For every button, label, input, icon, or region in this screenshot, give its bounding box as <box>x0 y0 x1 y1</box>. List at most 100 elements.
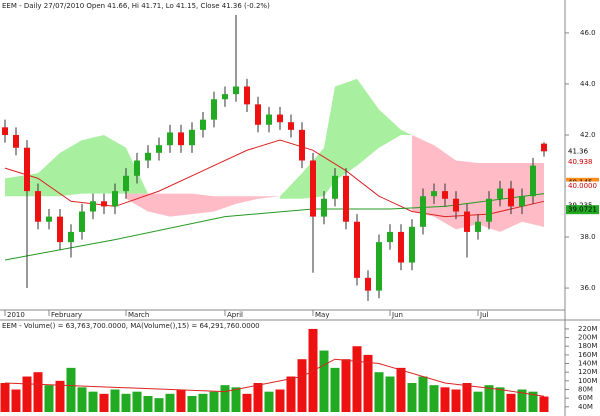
volume-bar <box>352 346 362 412</box>
candle-body <box>519 196 525 207</box>
vol-y-tick-label: 100M <box>578 377 597 385</box>
candle-body <box>211 99 217 120</box>
x-tick-label: April <box>227 311 243 319</box>
candle-body <box>68 231 74 243</box>
volume-bar <box>451 389 461 412</box>
candle-body <box>101 201 107 207</box>
vol-y-tick-label: 220M <box>578 325 597 333</box>
price-label: 40.0000 <box>568 182 597 190</box>
candle-body <box>486 198 492 222</box>
candle-body <box>398 231 404 263</box>
candle-body <box>13 134 19 148</box>
x-tick-label: Jul <box>479 311 489 319</box>
candle-body <box>24 147 30 192</box>
y-tick-label: 44.0 <box>580 80 596 88</box>
volume-bar <box>110 389 120 412</box>
volume-bar <box>517 389 527 412</box>
vol-y-tick-label: 120M <box>578 368 597 376</box>
volume-bar <box>330 367 340 412</box>
candle-body <box>145 152 151 161</box>
volume-bar <box>121 393 131 412</box>
volume-bar <box>132 391 142 412</box>
vol-y-tick-label: 200M <box>578 334 597 342</box>
price-label: 41.36 <box>568 147 589 155</box>
volume-bar <box>66 367 76 412</box>
candle-body <box>233 86 239 95</box>
candle-body <box>156 145 162 153</box>
candle-body <box>541 143 547 152</box>
volume-bar <box>88 391 98 412</box>
candle-body <box>277 114 283 123</box>
candle-body <box>255 104 261 125</box>
volume-bar <box>143 395 153 412</box>
vol-y-tick-label: 40M <box>578 403 593 411</box>
candle-body <box>321 198 327 217</box>
cloud <box>5 134 148 197</box>
vol-y-tick-label: 80M <box>578 386 593 394</box>
x-tick-label: Jun <box>391 311 403 319</box>
candle-body <box>530 165 536 197</box>
volume-bar <box>286 376 296 412</box>
volume-bar <box>396 367 406 412</box>
price-label-box <box>566 205 599 215</box>
candle-body <box>453 198 459 212</box>
volume-bar <box>154 398 164 412</box>
candle-body <box>420 196 426 227</box>
candle-body <box>288 122 294 130</box>
volume-bar <box>22 376 32 412</box>
volume-title: EEM - Volume() = 63,763,700.0000, MA(Vol… <box>2 322 260 330</box>
price-label-box <box>566 157 599 167</box>
volume-ma <box>4 358 545 397</box>
candle-body <box>266 114 272 125</box>
y-tick-label: 38.0 <box>580 233 596 241</box>
volume-bar <box>407 383 417 412</box>
volume-bar <box>187 395 197 412</box>
x-tick-label: 2010 <box>7 311 25 319</box>
volume-bar <box>363 354 373 412</box>
volume-bar <box>176 389 186 412</box>
candle-body <box>310 160 316 217</box>
price-label: 40.938 <box>568 158 593 166</box>
candle-body <box>134 160 140 176</box>
candle-body <box>79 211 85 232</box>
x-tick-label: February <box>51 311 82 319</box>
candle-body <box>189 129 195 146</box>
volume-bar <box>341 359 351 412</box>
volume-bar <box>44 385 54 412</box>
x-tick-label: May <box>315 311 329 319</box>
candle-body <box>332 175 338 199</box>
y-tick-label: 42.0 <box>580 131 596 139</box>
candle-body <box>178 132 184 146</box>
candle-body <box>90 201 96 212</box>
volume-bar <box>253 383 263 412</box>
volume-bar <box>495 387 505 412</box>
volume-bar <box>77 387 87 412</box>
volume-bar <box>99 393 109 412</box>
moving-average <box>4 139 545 218</box>
candle-body <box>387 231 393 243</box>
vol-y-tick-label: 60M <box>578 394 593 402</box>
volume-bar <box>429 385 439 412</box>
candle-body <box>376 242 382 291</box>
candle-body <box>35 191 41 222</box>
candle-body <box>57 216 63 243</box>
volume-bar <box>220 385 230 412</box>
candle-body <box>365 277 371 291</box>
candle-body <box>409 226 415 263</box>
candle-body <box>2 127 8 135</box>
candle-body <box>244 86 250 105</box>
volume-bar <box>418 376 428 412</box>
volume-bar <box>0 383 10 412</box>
volume-bar <box>319 350 329 412</box>
vol-y-tick-label: 180M <box>578 342 597 350</box>
price-label-box <box>566 181 599 191</box>
candle-body <box>46 216 52 222</box>
volume-bar <box>275 389 285 412</box>
volume-bar <box>374 372 384 412</box>
volume-bar <box>473 391 483 412</box>
volume-bar <box>539 396 549 412</box>
cloud <box>126 193 280 217</box>
volume-bar <box>55 380 65 412</box>
volume-bar <box>297 359 307 412</box>
